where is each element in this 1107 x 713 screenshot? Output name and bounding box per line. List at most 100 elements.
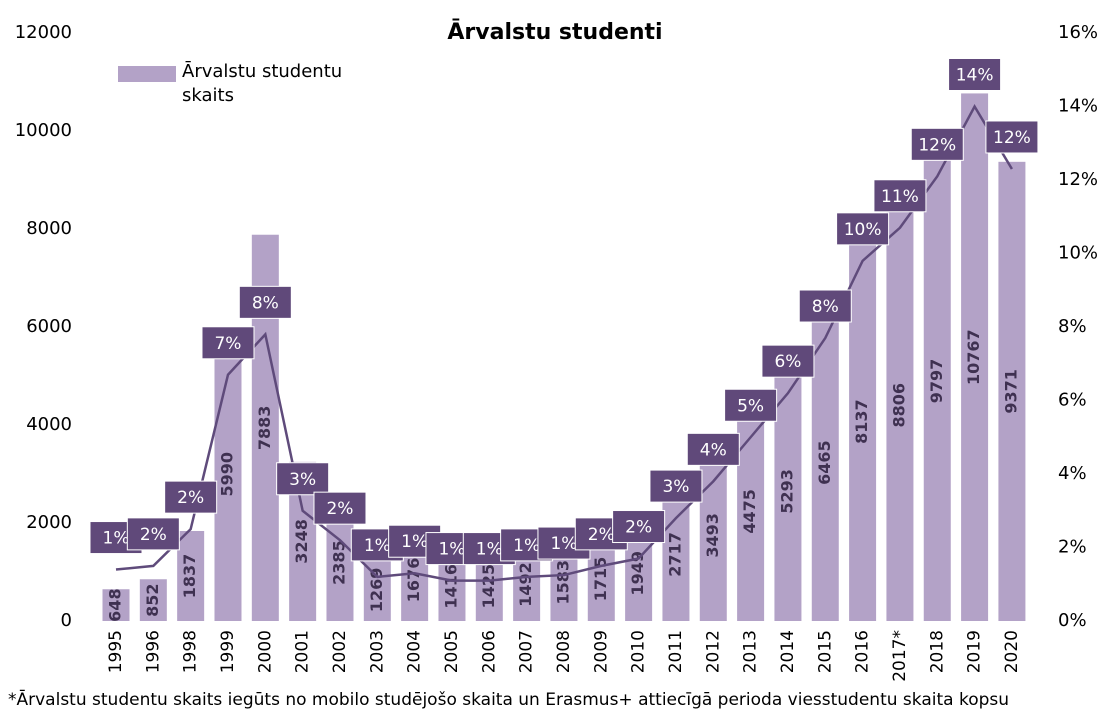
value-label-box (201, 326, 255, 360)
value-label-box (313, 491, 367, 525)
line-value-label: 2% (326, 499, 353, 519)
bar (102, 589, 130, 621)
value-label-box (724, 388, 778, 422)
y-tick-label: 10000 (15, 120, 72, 141)
line-value-label: 4% (700, 440, 727, 460)
value-label-box (276, 462, 330, 496)
y-tick-label: 4000 (26, 414, 72, 435)
x-tick-label: 2018 (927, 630, 947, 673)
bar (886, 189, 914, 622)
line-value-label: 3% (289, 470, 316, 490)
x-tick-label: 2010 (629, 630, 649, 673)
x-tick-label: 2014 (778, 630, 798, 673)
x-tick-label: 2002 (330, 630, 350, 673)
line-value-label: 1% (438, 540, 465, 560)
x-tick-label: 2006 (479, 630, 499, 673)
footnote: *Ārvalstu studentu skaits iegūts no mobi… (8, 690, 1010, 710)
x-tick-label: 1998 (181, 630, 201, 673)
bar-value-label: 1269 (367, 568, 386, 613)
bar-value-label: 648 (106, 588, 125, 621)
bar-value-label: 7883 (255, 406, 274, 451)
x-tick-label: 2008 (554, 630, 574, 673)
bar-value-label: 3248 (292, 519, 311, 564)
line-value-label: 14% (956, 66, 994, 86)
line-value-label: 1% (513, 536, 540, 556)
line-value-label: 12% (993, 128, 1031, 148)
line-value-label: 1% (550, 534, 577, 554)
legend-label: Ārvalstu studentu skaits (182, 61, 343, 106)
bar-value-label: 852 (143, 583, 162, 616)
x-tick-label: 2017* (890, 630, 910, 682)
x-tick-label: 2013 (741, 630, 761, 673)
bar-value-label: 5293 (777, 469, 796, 514)
y2-tick-label: 14% (1058, 96, 1098, 117)
x-tick-label: 2016 (853, 630, 873, 673)
line-value-label: 10% (844, 220, 882, 240)
value-label-box (873, 179, 927, 213)
bar (139, 579, 167, 621)
bar-value-label: 9371 (1001, 369, 1020, 414)
x-tick-label: 2004 (405, 630, 425, 673)
value-label-box (798, 289, 852, 323)
y-tick-label: 12000 (15, 22, 72, 43)
x-tick-label: 2020 (1002, 630, 1022, 673)
line-value-label: 1% (476, 540, 503, 560)
y2-tick-label: 16% (1058, 22, 1098, 43)
y2-tick-label: 2% (1058, 537, 1087, 558)
x-tick-label: 1996 (143, 630, 163, 673)
bar-value-label: 1837 (180, 554, 199, 599)
bar (998, 161, 1026, 622)
y-tick-label: 0 (61, 610, 72, 631)
x-tick-label: 2001 (293, 630, 313, 673)
line-value-label: 8% (812, 297, 839, 317)
bar (849, 222, 877, 622)
line-value-label: 2% (588, 525, 615, 545)
bar-value-label: 8137 (852, 399, 871, 444)
y2-tick-label: 12% (1058, 169, 1098, 190)
line-value-label: 8% (252, 293, 279, 313)
bar (923, 140, 951, 621)
value-label-box (238, 285, 292, 319)
y2-tick-label: 8% (1058, 316, 1087, 337)
value-label-box (985, 120, 1039, 154)
line-value-label: 7% (214, 334, 241, 354)
bar (177, 530, 205, 621)
line-value-label: 1% (103, 529, 130, 549)
line-value-label: 3% (662, 477, 689, 497)
bar (961, 93, 989, 622)
value-label-box (164, 480, 218, 514)
bar-value-label: 1676 (404, 558, 423, 603)
y-tick-label: 6000 (26, 316, 72, 337)
y2-tick-label: 6% (1058, 390, 1087, 411)
bar (587, 536, 615, 621)
line-value-label: 1% (364, 536, 391, 556)
value-label-box (910, 127, 964, 161)
legend-swatch (118, 66, 176, 82)
x-tick-label: 2007 (517, 630, 537, 673)
x-tick-label: 2005 (442, 630, 462, 673)
bar-value-label: 1416 (441, 564, 460, 609)
bar-value-label: 6465 (815, 440, 834, 485)
line-value-label: 2% (625, 518, 652, 538)
bar-value-label: 4475 (740, 489, 759, 534)
bar (699, 449, 727, 621)
x-tick-label: 2011 (666, 630, 686, 673)
bar-value-label: 2717 (665, 532, 684, 577)
y-tick-label: 8000 (26, 218, 72, 239)
bar-value-label: 3493 (703, 513, 722, 558)
line-value-label: 12% (918, 135, 956, 155)
bar-value-label: 5990 (217, 452, 236, 497)
y2-tick-label: 10% (1058, 243, 1098, 264)
y-tick-label: 2000 (26, 512, 72, 533)
legend: Ārvalstu studentu skaits (118, 60, 382, 108)
x-tick-label: 2009 (591, 630, 611, 673)
bar-value-label: 1715 (591, 557, 610, 602)
bar-value-label: 2385 (329, 540, 348, 585)
bar-value-label: 1425 (479, 564, 498, 609)
chart-title: Ārvalstu studenti (447, 19, 662, 45)
x-tick-label: 2000 (255, 630, 275, 673)
bar (811, 304, 839, 621)
x-tick-label: 1999 (218, 630, 238, 673)
